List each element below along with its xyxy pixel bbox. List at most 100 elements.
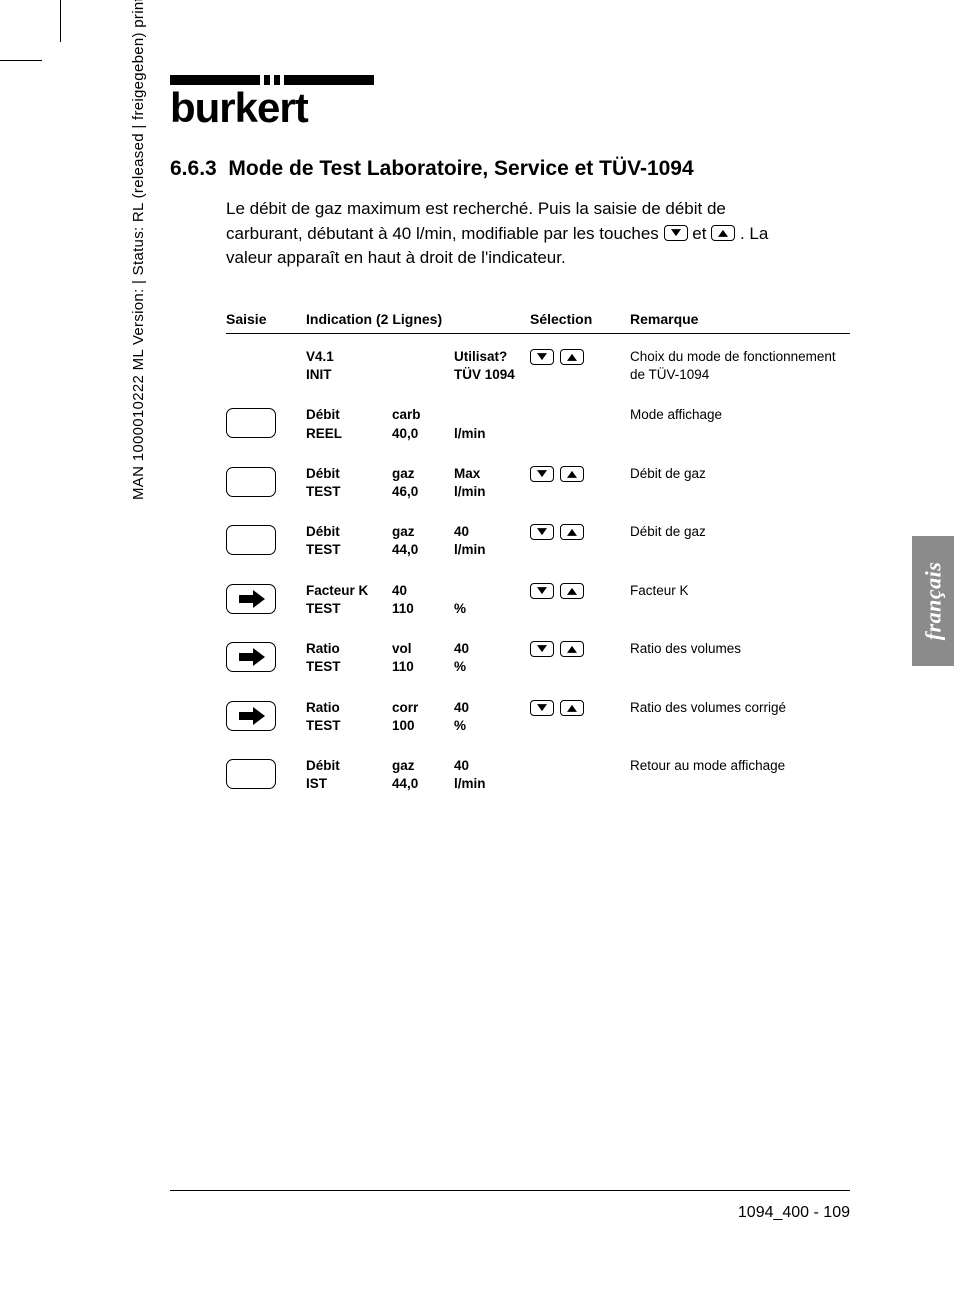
indication-cell: Débitgaz40TEST44,0l/min (306, 523, 530, 559)
indication-value: TEST (306, 658, 386, 676)
indication-value: carb (392, 406, 448, 424)
indication-value: % (454, 600, 504, 618)
indication-value: V4.1 (306, 348, 386, 366)
indication-value: Facteur K (306, 582, 386, 600)
indication-value: TÜV 1094 (454, 366, 504, 384)
indication-value (454, 406, 504, 424)
indication-value: 40 (454, 757, 504, 775)
indication-value: % (454, 658, 504, 676)
remarque-cell: Mode affichage (630, 406, 850, 424)
indication-cell: Facteur K 40 TEST 110% (306, 582, 530, 618)
burkert-logo: burkert (170, 75, 850, 129)
saisie-cell (226, 757, 306, 789)
table-row: Débitgaz40IST44,0l/minRetour au mode aff… (226, 757, 850, 793)
indication-value: gaz (392, 757, 448, 775)
indication-value: TEST (306, 483, 386, 501)
saisie-cell (226, 406, 306, 438)
language-tab: français (912, 536, 954, 666)
remarque-cell: Débit de gaz (630, 465, 850, 483)
selection-cell (530, 348, 630, 365)
section-heading: 6.6.3 Mode de Test Laboratoire, Service … (170, 157, 850, 181)
indication-value: 40,0 (392, 425, 448, 443)
triangle-up-icon (560, 349, 584, 365)
selection-cell (530, 757, 630, 758)
indication-value: 40 (392, 582, 448, 600)
indication-value (392, 348, 448, 366)
indication-value: Débit (306, 523, 386, 541)
selection-cell (530, 699, 630, 716)
indication-cell: Ratiocorr40TEST100% (306, 699, 530, 735)
indication-value: gaz (392, 465, 448, 483)
indication-value: TEST (306, 600, 386, 618)
indication-value: 40 (454, 699, 504, 717)
table-row: V4.1Utilisat?INITTÜV 1094Choix du mode d… (226, 348, 850, 384)
logo-text: burkert (170, 87, 850, 129)
triangle-up-icon (560, 583, 584, 599)
intro-text-1: Le débit de gaz maximum est recherché. P… (226, 199, 726, 243)
indication-value: Débit (306, 406, 386, 424)
indication-value: Débit (306, 465, 386, 483)
indication-value: REEL (306, 425, 386, 443)
indication-value: Débit (306, 757, 386, 775)
saisie-arrow-button (226, 642, 276, 672)
indication-value: l/min (454, 541, 504, 559)
indication-value (392, 366, 448, 384)
indication-value: 100 (392, 717, 448, 735)
remarque-cell: Facteur K (630, 582, 850, 600)
indication-value: 44,0 (392, 541, 448, 559)
indication-cell: DébitgazMaxTEST46,0l/min (306, 465, 530, 501)
selection-cell (530, 523, 630, 540)
section-number: 6.6.3 (170, 157, 217, 180)
header-selection: Sélection (530, 311, 630, 327)
indication-value: Utilisat? (454, 348, 504, 366)
selection-cell (530, 406, 630, 407)
remarque-cell: Ratio des volumes corrigé (630, 699, 850, 717)
page-content: burkert 6.6.3 Mode de Test Laboratoire, … (170, 75, 850, 815)
header-indication: Indication (2 Lignes) (306, 311, 530, 327)
triangle-up-icon (560, 524, 584, 540)
triangle-down-icon (530, 349, 554, 365)
indication-value: IST (306, 775, 386, 793)
table-row: Ratiovol40TEST110%Ratio des volumes (226, 640, 850, 676)
table-row: Débitgaz40TEST44,0l/minDébit de gaz (226, 523, 850, 559)
saisie-cell (226, 582, 306, 614)
table-row: Ratiocorr40TEST100%Ratio des volumes cor… (226, 699, 850, 735)
language-label: français (920, 562, 946, 641)
indication-value: Max (454, 465, 504, 483)
table-row: DébitgazMaxTEST46,0l/minDébit de gaz (226, 465, 850, 501)
indication-value: INIT (306, 366, 386, 384)
saisie-empty-button (226, 408, 276, 438)
triangle-up-icon (560, 700, 584, 716)
remarque-cell: Retour au mode affichage (630, 757, 850, 775)
triangle-up-icon (560, 466, 584, 482)
indication-value: 40 (454, 640, 504, 658)
remarque-cell: Débit de gaz (630, 523, 850, 541)
instruction-table: Saisie Indication (2 Lignes) Sélection R… (226, 311, 850, 794)
remarque-cell: Ratio des volumes (630, 640, 850, 658)
indication-cell: Ratiovol40TEST110% (306, 640, 530, 676)
saisie-cell (226, 465, 306, 497)
indication-cell: DébitcarbREEL40,0l/min (306, 406, 530, 442)
intro-paragraph: Le débit de gaz maximum est recherché. P… (226, 197, 806, 271)
indication-cell: V4.1 Utilisat? INIT TÜV 1094 (306, 348, 530, 384)
indication-value: TEST (306, 717, 386, 735)
header-remarque: Remarque (630, 311, 850, 327)
table-row: Facteur K 40 TEST 110% Facteur K (226, 582, 850, 618)
indication-value: 110 (392, 600, 448, 618)
saisie-arrow-button (226, 701, 276, 731)
saisie-arrow-button (226, 584, 276, 614)
selection-cell (530, 582, 630, 599)
indication-value: 40 (454, 523, 504, 541)
saisie-empty-button (226, 525, 276, 555)
indication-value: vol (392, 640, 448, 658)
saisie-empty-button (226, 467, 276, 497)
footer-page-number: 1094_400 - 109 (170, 1204, 850, 1222)
indication-value: corr (392, 699, 448, 717)
saisie-cell (226, 640, 306, 672)
triangle-down-icon (664, 225, 688, 241)
indication-value: Ratio (306, 699, 386, 717)
selection-cell (530, 465, 630, 482)
footer-rule (170, 1190, 850, 1191)
table-row: DébitcarbREEL40,0l/minMode affichage (226, 406, 850, 442)
indication-value: 46,0 (392, 483, 448, 501)
